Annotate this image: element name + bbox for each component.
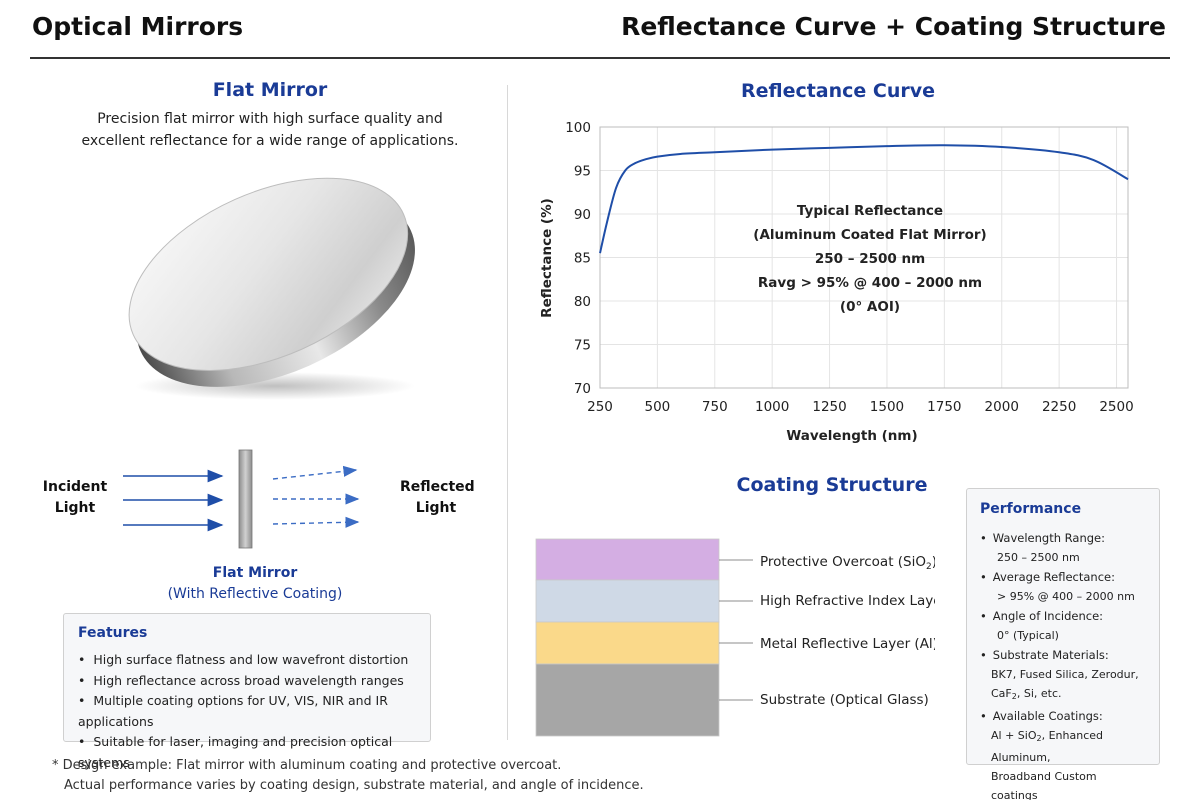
feature-item: High surface flatness and low wavefront …	[78, 650, 416, 671]
coating-stack-diagram: Protective Overcoat (SiO2) High Refracti…	[535, 538, 935, 737]
perf-item-value: Broadband Custom coatings	[991, 770, 1097, 800]
light-beam-diagram	[123, 449, 360, 549]
x-tick-label: 1750	[927, 399, 961, 415]
features-list: High surface flatness and low wavefront …	[78, 650, 416, 773]
page-title: Optical Mirrors	[32, 12, 244, 41]
annotation-line: (0° AOI)	[840, 299, 900, 315]
layer-substrate	[535, 663, 720, 737]
x-tick-label: 500	[645, 399, 671, 415]
perf-item-value: BK7, Fused Silica, Zerodur,	[991, 668, 1139, 681]
x-tick-label: 750	[702, 399, 728, 415]
layer-metal-reflective	[535, 621, 720, 665]
features-box: Features High surface flatness and low w…	[63, 613, 431, 770]
reflected-light-label: Reflected Light	[400, 479, 475, 516]
footnote: * Design example: Flat mirror with alumi…	[52, 756, 644, 796]
x-tick-label: 1000	[755, 399, 789, 415]
y-tick-label: 100	[565, 120, 591, 136]
perf-item-value: 0° (Typical)	[997, 629, 1059, 642]
section-title: Reflectance Curve + Coating Structure	[621, 12, 1166, 41]
annotation-line: 250 – 2500 nm	[815, 251, 925, 267]
reflectance-curve-title: Reflectance Curve	[740, 80, 936, 102]
incident-light-label: Incident Light	[42, 479, 108, 516]
perf-item-value: 250 – 2500 nm	[997, 551, 1080, 564]
y-axis-label: Reflectance (%)	[539, 198, 555, 318]
annotation-line: Ravg > 95% @ 400 – 2000 nm	[758, 275, 982, 291]
chart-axes	[599, 126, 1129, 389]
perf-item-value: CaF2, Si, etc.	[991, 687, 1062, 701]
perf-item-label: Available Coatings:	[980, 706, 1146, 726]
mirror-caption: Flat Mirror (With Reflective Coating)	[167, 565, 343, 602]
mirror-face	[128, 177, 409, 371]
chart-annotation: Typical Reflectance (Aluminum Coated Fla…	[753, 203, 986, 315]
column-divider	[507, 85, 508, 740]
layer-protective-overcoat	[535, 538, 720, 581]
x-tick-label: 1500	[870, 399, 904, 415]
header-divider	[30, 57, 1170, 59]
perf-item-label: Angle of Incidence:	[980, 606, 1146, 626]
annotation-line: (Aluminum Coated Flat Mirror)	[753, 227, 986, 243]
y-tick-label: 95	[574, 164, 591, 180]
chart-tick-labels: 70 75 80 85 90 95 100 250 500 750 1000 1250 1500 1750…	[565, 120, 1133, 415]
feature-item: Multiple coating options for UV, VIS, NI…	[78, 691, 416, 732]
layer-label-metal-reflective: Metal Reflective Layer (Al)	[760, 636, 935, 652]
reflected-ray-1	[272, 465, 358, 480]
y-tick-label: 80	[574, 294, 591, 310]
layer-label-substrate: Substrate (Optical Glass)	[760, 692, 929, 708]
description-line-1: Precision flat mirror with high surface …	[97, 111, 443, 127]
perf-item-label: Average Reflectance:	[980, 567, 1146, 587]
x-tick-label: 2500	[1099, 399, 1133, 415]
feature-item: High reflectance across broad wavelength…	[78, 671, 416, 692]
performance-box: Performance Wavelength Range: 250 – 2500…	[966, 488, 1160, 800]
x-tick-label: 2250	[1042, 399, 1076, 415]
reflected-ray-3	[272, 516, 360, 528]
perf-item-value: Al + SiO2, Enhanced Aluminum,	[991, 729, 1103, 764]
layer-label-high-index: High Refractive Index Layer	[760, 593, 935, 609]
layer-high-index	[535, 579, 720, 623]
y-tick-label: 90	[574, 207, 591, 223]
features-title: Features	[78, 625, 148, 641]
flat-mirror-title: Flat Mirror	[212, 79, 328, 101]
mirror-plate	[238, 449, 253, 549]
perf-item-label: Wavelength Range:	[980, 528, 1146, 548]
footnote-line-1: * Design example: Flat mirror with alumi…	[52, 758, 562, 773]
performance-title: Performance	[980, 501, 1082, 517]
x-tick-label: 1250	[812, 399, 846, 415]
mirror-illustration	[128, 177, 415, 400]
y-tick-label: 85	[574, 251, 591, 267]
y-tick-label: 70	[574, 381, 591, 397]
layer-label-protective-overcoat: Protective Overcoat (SiO2)	[760, 554, 935, 572]
plot-frame	[599, 126, 1129, 389]
reflectance-chart: 70 75 80 85 90 95 100 250 500 750 1000 1250 1500 1750…	[539, 120, 1134, 444]
x-axis-label: Wavelength (nm)	[786, 428, 917, 444]
annotation-line: Typical Reflectance	[797, 203, 943, 219]
y-tick-label: 75	[574, 338, 591, 354]
perf-item-value: > 95% @ 400 – 2000 nm	[997, 590, 1135, 603]
description-line-2: excellent reflectance for a wide range o…	[81, 133, 459, 149]
x-tick-label: 2000	[985, 399, 1019, 415]
feature-item: Suitable for laser, imaging and precisio…	[78, 732, 416, 773]
footnote-line-2: Actual performance varies by coating des…	[64, 778, 644, 793]
perf-item-label: Substrate Materials:	[980, 645, 1146, 665]
x-tick-label: 250	[587, 399, 613, 415]
flat-mirror-description: Precision flat mirror with high surface …	[60, 108, 480, 152]
reflectance-series-line	[599, 144, 1129, 254]
coating-structure-title: Coating Structure	[736, 474, 928, 496]
